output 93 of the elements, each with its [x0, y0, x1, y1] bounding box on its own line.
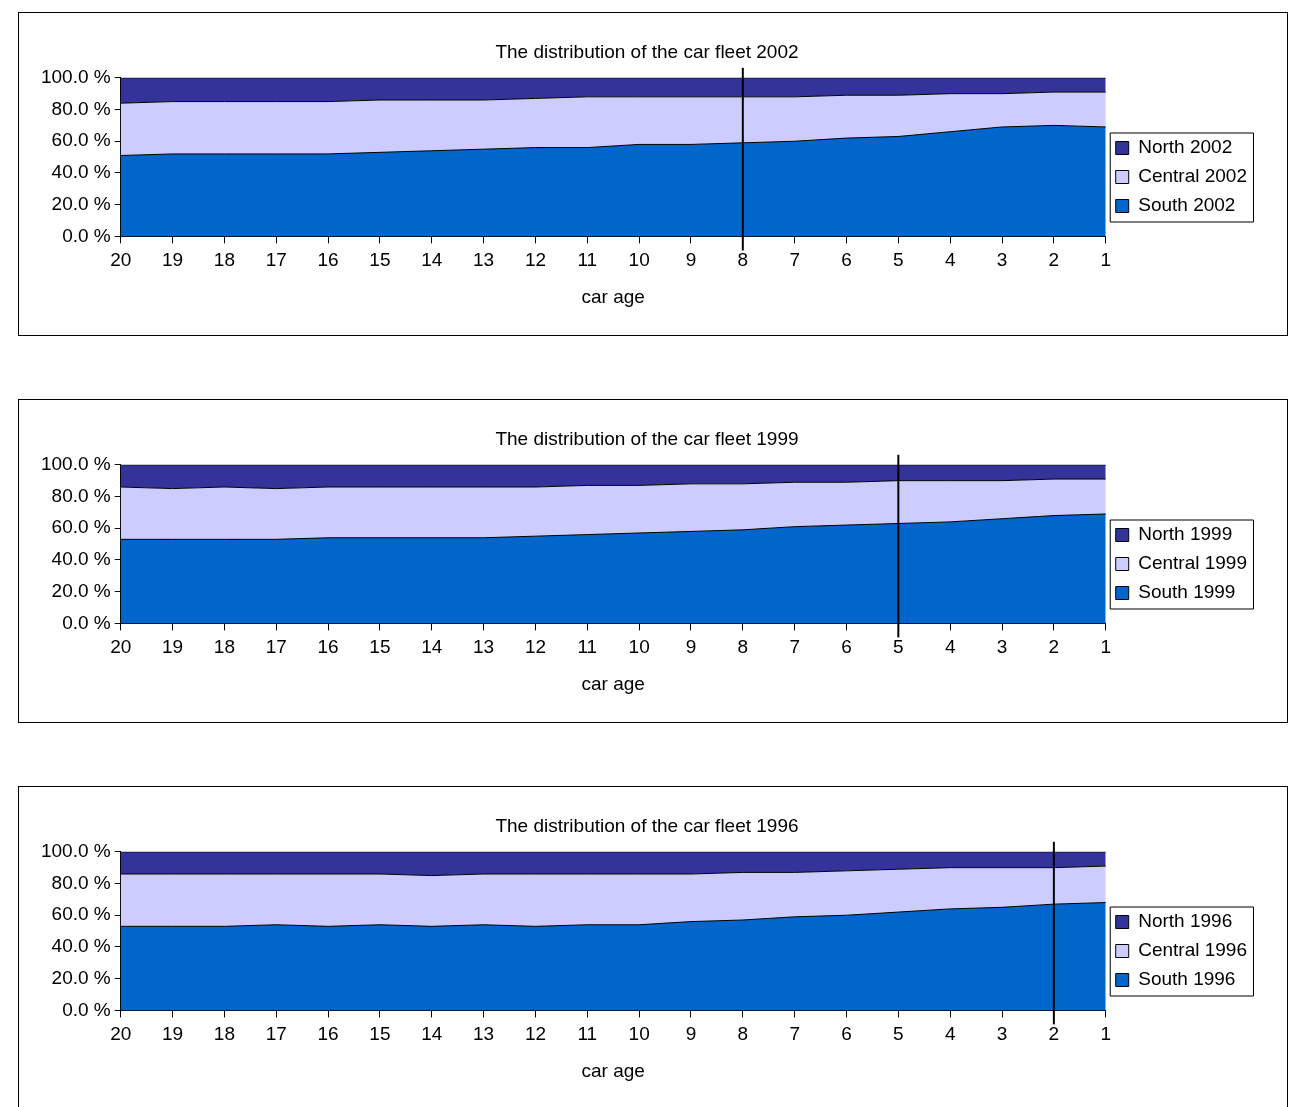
x-tick-label: 17 — [265, 1023, 287, 1045]
x-tick-label: 11 — [577, 636, 598, 658]
x-tick-label: 4 — [944, 636, 956, 658]
x-tick-label: 17 — [265, 636, 287, 658]
y-tick-label: 0.0 % — [62, 998, 111, 1020]
x-axis-title: car age — [581, 285, 645, 307]
x-axis-title: car age — [581, 1059, 645, 1081]
x-tick-label: 18 — [213, 636, 235, 658]
legend-label: South 1999 — [1138, 581, 1236, 603]
chart-title: The distribution of the car fleet 1999 — [495, 427, 799, 449]
x-tick-label: 19 — [161, 1023, 184, 1045]
y-tick-label: 60.0 % — [51, 903, 111, 925]
x-tick-label: 7 — [789, 636, 800, 658]
x-tick-label: 10 — [628, 249, 650, 271]
x-tick-label: 14 — [421, 1023, 443, 1045]
x-tick-label: 12 — [524, 636, 547, 658]
y-tick-label: 0.0 % — [62, 611, 111, 633]
x-tick-label: 16 — [317, 1023, 339, 1045]
x-tick-label: 5 — [893, 636, 904, 658]
legend-label: South 2002 — [1138, 194, 1236, 216]
x-tick-label: 8 — [737, 249, 749, 271]
x-tick-label: 12 — [524, 1023, 547, 1045]
y-tick-label: 40.0 % — [51, 161, 111, 183]
x-tick-label: 20 — [110, 636, 132, 658]
x-tick-label: 17 — [265, 249, 287, 271]
legend-label: South 1996 — [1138, 968, 1236, 990]
x-tick-label: 2 — [1048, 1023, 1060, 1045]
x-tick-label: 6 — [841, 1023, 852, 1045]
x-tick-label: 2 — [1048, 636, 1060, 658]
x-tick-label: 19 — [161, 636, 184, 658]
x-tick-label: 11 — [577, 249, 598, 271]
x-tick-label: 6 — [841, 636, 852, 658]
x-tick-label: 1 — [1100, 1023, 1111, 1045]
x-tick-label: 3 — [996, 1023, 1008, 1045]
y-tick-label: 60.0 % — [51, 516, 111, 538]
x-tick-label: 8 — [737, 636, 749, 658]
y-tick-label: 40.0 % — [51, 935, 111, 957]
y-tick-label: 100.0 % — [40, 66, 111, 88]
x-tick-label: 10 — [628, 1023, 650, 1045]
legend-label: North 1999 — [1138, 523, 1233, 545]
x-tick-label: 4 — [944, 249, 956, 271]
x-tick-label: 18 — [213, 249, 235, 271]
x-tick-label: 20 — [110, 1023, 132, 1045]
x-tick-label: 10 — [628, 636, 650, 658]
x-tick-label: 19 — [161, 249, 184, 271]
x-tick-label: 3 — [996, 249, 1008, 271]
x-tick-label: 14 — [421, 249, 443, 271]
x-tick-label: 20 — [110, 249, 132, 271]
x-tick-label: 1 — [1100, 249, 1111, 271]
y-tick-label: 40.0 % — [51, 548, 111, 570]
chart-title: The distribution of the car fleet 2002 — [495, 40, 799, 62]
x-tick-label: 16 — [317, 249, 339, 271]
x-tick-label: 2 — [1048, 249, 1060, 271]
x-tick-label: 13 — [473, 636, 495, 658]
x-tick-label: 15 — [369, 249, 391, 271]
x-tick-label: 9 — [685, 636, 697, 658]
x-tick-label: 1 — [1100, 636, 1111, 658]
legend-label: Central 1996 — [1138, 939, 1247, 961]
x-tick-label: 11 — [577, 1023, 598, 1045]
legend-label: Central 2002 — [1138, 165, 1247, 187]
y-tick-label: 80.0 % — [51, 97, 111, 119]
x-tick-label: 13 — [473, 249, 495, 271]
y-tick-label: 100.0 % — [40, 453, 111, 475]
x-tick-label: 7 — [789, 249, 800, 271]
y-tick-label: 60.0 % — [51, 129, 111, 151]
x-tick-label: 9 — [685, 1023, 697, 1045]
y-tick-label: 20.0 % — [51, 966, 111, 988]
y-tick-label: 0.0 % — [62, 224, 111, 246]
x-tick-label: 15 — [369, 1023, 391, 1045]
x-tick-label: 7 — [789, 1023, 800, 1045]
y-tick-label: 20.0 % — [51, 192, 111, 214]
chart-title: The distribution of the car fleet 1996 — [495, 814, 799, 836]
y-tick-label: 20.0 % — [51, 579, 111, 601]
legend-label: North 2002 — [1138, 136, 1233, 158]
y-tick-label: 100.0 % — [40, 840, 111, 862]
x-tick-label: 6 — [841, 249, 852, 271]
y-tick-label: 80.0 % — [51, 484, 111, 506]
legend-label: Central 1999 — [1138, 552, 1247, 574]
x-tick-label: 5 — [893, 249, 904, 271]
y-tick-label: 80.0 % — [51, 871, 111, 893]
legend-label: North 1996 — [1138, 910, 1233, 932]
x-tick-label: 9 — [685, 249, 697, 271]
x-axis-title: car age — [581, 672, 645, 694]
x-tick-label: 15 — [369, 636, 391, 658]
x-tick-label: 5 — [893, 1023, 904, 1045]
x-tick-label: 4 — [944, 1023, 956, 1045]
x-tick-label: 16 — [317, 636, 339, 658]
x-tick-label: 8 — [737, 1023, 749, 1045]
x-tick-label: 3 — [996, 636, 1008, 658]
x-tick-label: 13 — [473, 1023, 495, 1045]
x-tick-label: 18 — [213, 1023, 235, 1045]
x-tick-label: 14 — [421, 636, 443, 658]
x-tick-label: 12 — [524, 249, 547, 271]
